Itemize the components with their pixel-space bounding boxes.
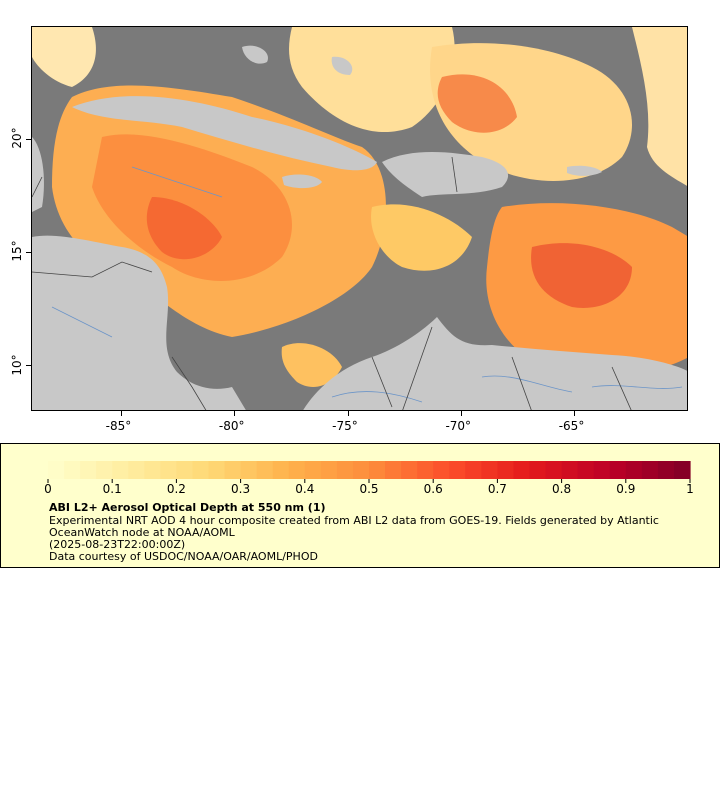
colorbar-segment	[545, 461, 563, 479]
colorbar-tick-label: 0.5	[359, 482, 379, 496]
colorbar-tick-label: 0.1	[102, 482, 122, 496]
borders	[32, 156, 632, 410]
legend-title: ABI L2+ Aerosol Optical Depth at 550 nm …	[49, 501, 326, 514]
colorbar-tick-label: 1	[686, 482, 694, 496]
lon-tick-label: -80°	[218, 419, 245, 433]
colorbar-segment	[497, 461, 515, 479]
aod-map	[32, 27, 687, 410]
colorbar-segment	[481, 461, 498, 479]
lat-tick-label: 10°	[10, 354, 24, 376]
colorbar-segment	[160, 461, 177, 479]
colorbar-segment	[112, 461, 129, 479]
lon-tick-mark	[347, 411, 349, 416]
colorbar-segment	[176, 461, 194, 479]
colorbar-segment	[561, 461, 579, 479]
colorbar-segment	[208, 461, 226, 479]
colorbar-tick-label: 0	[44, 482, 52, 496]
colorbar-segment	[609, 461, 627, 479]
colorbar-segment	[657, 461, 675, 479]
lon-tick-label: -85°	[105, 419, 132, 433]
colorbar-segment	[272, 461, 290, 479]
colorbar-segment	[369, 461, 386, 479]
lat-tick-label: 15°	[10, 240, 24, 263]
lon-tick-mark	[234, 411, 236, 416]
colorbar-segment	[433, 461, 450, 479]
colorbar-segment	[449, 461, 466, 479]
colorbar-segment	[80, 461, 97, 479]
lon-tick-label: -75°	[332, 419, 358, 433]
colorbar-tick-label: 0.6	[423, 482, 443, 496]
colorbar-segment	[577, 461, 595, 479]
colorbar-segment	[465, 461, 482, 479]
colorbar-tick-label: 0.7	[487, 482, 507, 496]
colorbar-segment	[641, 461, 659, 479]
lat-tick-label: 20°	[10, 127, 24, 149]
colorbar-segment	[48, 461, 65, 479]
colorbar	[47, 461, 691, 483]
land	[32, 45, 687, 410]
lon-tick-label: -70°	[445, 419, 472, 433]
rivers	[51, 166, 683, 403]
colorbar-segment	[288, 461, 306, 479]
colorbar-segment	[417, 461, 434, 479]
colorbar-segment	[529, 461, 547, 479]
legend-description: Experimental NRT AOD 4 hour composite cr…	[49, 514, 659, 527]
colorbar-segment	[96, 461, 113, 479]
colorbar-segment	[144, 461, 161, 479]
colorbar-segment	[673, 461, 691, 479]
colorbar-segment	[240, 461, 258, 479]
colorbar-segment	[385, 461, 402, 479]
lon-tick-label: -65°	[558, 419, 585, 433]
colorbar-tick-label: 0.9	[616, 482, 636, 496]
legend-description-cont: OceanWatch node at NOAA/AOML	[49, 526, 235, 539]
colorbar-segment	[64, 461, 81, 479]
colorbar-segment	[625, 461, 643, 479]
legend-timestamp: (2025-08-23T22:00:00Z)	[49, 538, 186, 551]
lon-tick-mark	[121, 411, 123, 416]
colorbar-tick-label: 0.3	[231, 482, 251, 496]
legend-credit: Data courtesy of USDOC/NOAA/OAR/AOML/PHO…	[49, 550, 318, 563]
colorbar-segment	[593, 461, 611, 479]
map-panel[interactable]	[31, 26, 688, 411]
colorbar-segment	[513, 461, 531, 479]
colorbar-segment	[192, 461, 210, 479]
colorbar-tick-label: 0.4	[295, 482, 315, 496]
colorbar-tick-label: 0.2	[166, 482, 186, 496]
colorbar-segment	[224, 461, 242, 479]
legend-panel: 0 0.1 0.2 0.3 0.4 0.5 0.6 0.7 0.8 0.9 1 ABI L2+ Ae…	[0, 443, 720, 568]
lat-tick-mark	[26, 365, 31, 367]
colorbar-tick-label: 0.8	[552, 482, 572, 496]
colorbar-segment	[128, 461, 145, 479]
colorbar-segment	[352, 461, 370, 479]
colorbar-segment	[320, 461, 338, 479]
lon-tick-mark	[460, 411, 462, 416]
colorbar-segment	[304, 461, 322, 479]
lon-tick-mark	[574, 411, 576, 416]
colorbar-segment	[336, 461, 354, 479]
lat-tick-mark	[26, 138, 31, 140]
lat-tick-mark	[26, 251, 31, 253]
colorbar-segment	[256, 461, 274, 479]
colorbar-segment	[401, 461, 418, 479]
